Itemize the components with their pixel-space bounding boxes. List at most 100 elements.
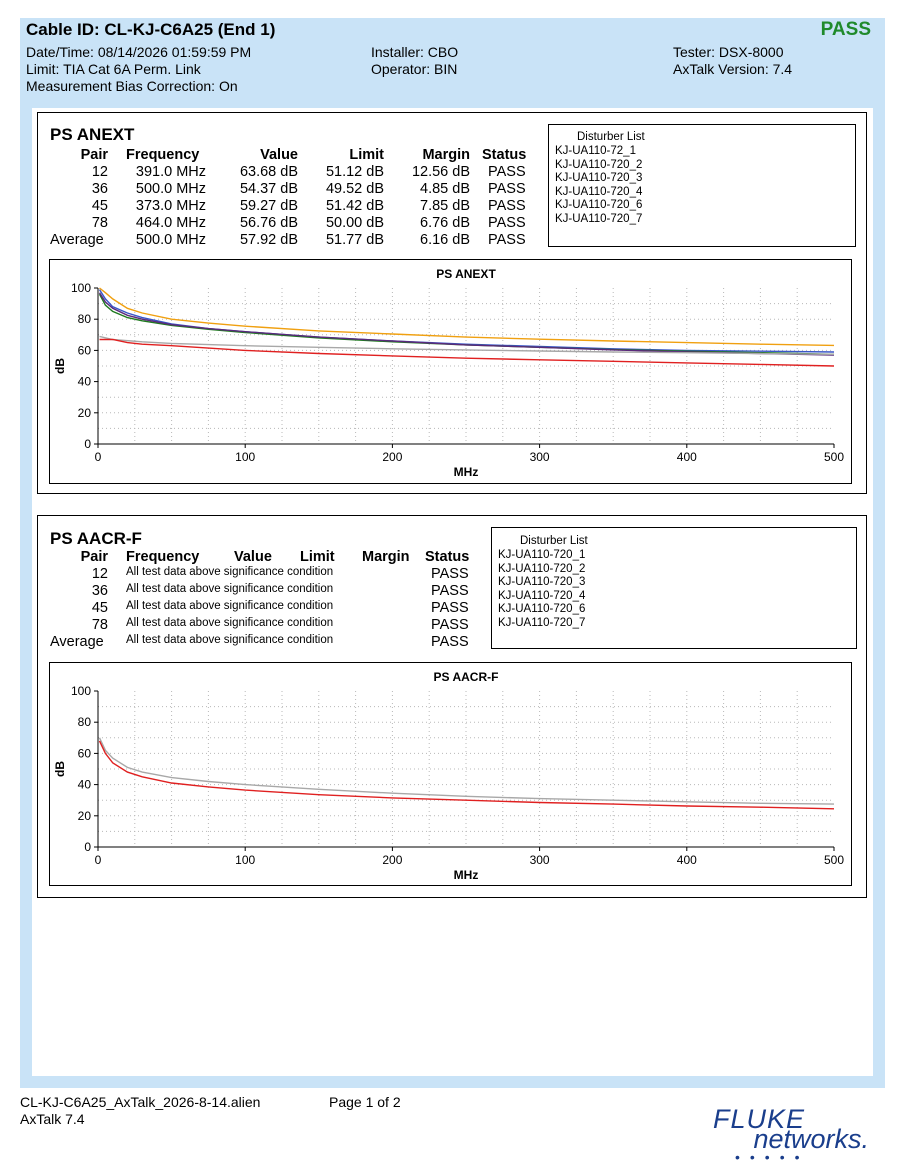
list-item: KJ-UA110-720_6	[555, 199, 643, 212]
list-item: KJ-UA110-72_1	[555, 145, 636, 157]
x-tick-label: 0	[95, 853, 102, 867]
status-cell: PASS	[431, 566, 469, 582]
limit-cell: 51.12 dB	[325, 164, 384, 180]
x-axis-label: MHz	[454, 868, 479, 882]
col-status: Status	[425, 549, 470, 565]
margin-cell: 4.85 dB	[420, 181, 470, 197]
footer-file-name: CL-KJ-C6A25_AxTalk_2026-8-14.alien	[20, 1094, 261, 1110]
value-cell: 57.92 dB	[239, 232, 298, 248]
overall-result-badge: PASS	[820, 19, 871, 40]
anext-title: PS ANEXT	[50, 125, 135, 144]
x-tick-label: 500	[824, 853, 844, 867]
logo-dots-icon: •••••	[735, 1149, 810, 1165]
limit-cell: 51.42 dB	[325, 198, 384, 214]
note-cell: All test data above significance conditi…	[126, 617, 334, 629]
status-cell: PASS	[488, 232, 526, 248]
pair-cell: 12	[91, 566, 108, 582]
disturber-list-title: Disturber List	[577, 131, 645, 143]
limit-cell: 50.00 dB	[325, 215, 384, 231]
status-cell: PASS	[488, 181, 526, 197]
x-tick-label: 0	[95, 450, 102, 464]
list-item: KJ-UA110-720_2	[555, 158, 643, 171]
pair-cell: 12	[91, 164, 108, 180]
y-tick-label: 20	[78, 809, 92, 823]
pair-cell: 45	[91, 198, 108, 214]
installer-text: Installer: CBO	[371, 44, 459, 60]
y-tick-label: 60	[78, 343, 92, 357]
col-limit: Limit	[300, 549, 335, 565]
margin-cell: 12.56 dB	[411, 164, 470, 180]
y-axis-label: dB	[53, 761, 67, 777]
col-frequency: Frequency	[126, 147, 200, 163]
value-cell: 59.27 dB	[239, 198, 298, 214]
anext-disturber-list: Disturber List KJ-UA110-72_1 KJ-UA110-72…	[548, 124, 856, 247]
pair-cell: 36	[91, 181, 108, 197]
x-tick-label: 400	[677, 853, 697, 867]
operator-text: Operator: BIN	[371, 61, 458, 77]
aacrf-title: PS AACR-F	[50, 529, 142, 548]
series-line	[98, 737, 835, 805]
list-item: KJ-UA110-720_1	[498, 549, 586, 561]
list-item: KJ-UA110-720_4	[555, 185, 643, 198]
col-value: Value	[260, 147, 298, 163]
y-tick-label: 20	[78, 406, 92, 420]
list-item: KJ-UA110-720_7	[498, 617, 586, 629]
fluke-networks-logo: FLUKE networks. •••••	[649, 1104, 869, 1165]
col-pair: Pair	[80, 549, 108, 565]
status-cell: PASS	[488, 215, 526, 231]
y-tick-label: 100	[71, 281, 91, 295]
chart-title: PS AACR-F	[434, 670, 499, 684]
aacrf-chart: PS AACR-F 0 20 40 60 80 100 0 100 200 300 400 500 MHz…	[49, 662, 852, 886]
value-cell: 54.37 dB	[239, 181, 298, 197]
aacrf-table: Pair Frequency Value Limit Margin Status…	[50, 549, 490, 654]
x-tick-label: 300	[530, 853, 550, 867]
y-tick-label: 80	[78, 312, 92, 326]
x-tick-label: 100	[235, 853, 255, 867]
col-pair: Pair	[80, 147, 108, 163]
status-cell: PASS	[431, 617, 469, 633]
x-tick-label: 100	[235, 450, 255, 464]
status-cell: PASS	[431, 600, 469, 616]
pair-cell: 78	[91, 617, 108, 633]
disturber-list-title: Disturber List	[520, 535, 588, 547]
series-line	[99, 335, 835, 355]
pair-cell: 36	[91, 583, 108, 599]
list-item: KJ-UA110-720_3	[555, 172, 643, 185]
frequency-cell: 500.0 MHz	[135, 232, 206, 248]
y-tick-label: 80	[78, 715, 92, 729]
chart-title: PS ANEXT	[436, 267, 496, 281]
list-item: KJ-UA110-720_2	[498, 562, 586, 575]
col-margin: Margin	[422, 147, 470, 163]
datetime-text: Date/Time: 08/14/2026 01:59:59 PM	[26, 44, 252, 60]
version-text: AxTalk Version: 7.4	[673, 61, 793, 77]
status-cell: PASS	[431, 634, 469, 650]
anext-table: Pair Frequency Value Limit Margin Status…	[50, 147, 540, 252]
status-cell: PASS	[488, 164, 526, 180]
frequency-cell: 391.0 MHz	[135, 164, 206, 180]
aacrf-disturber-list: Disturber List KJ-UA110-720_1 KJ-UA110-7…	[491, 527, 857, 649]
margin-cell: 7.85 dB	[420, 198, 470, 214]
frequency-cell: 500.0 MHz	[135, 181, 206, 197]
list-item: KJ-UA110-720_4	[498, 589, 586, 602]
anext-section: PS ANEXT Pair Frequency Value Limit Marg…	[37, 112, 867, 494]
value-cell: 63.68 dB	[239, 164, 298, 180]
limit-cell: 49.52 dB	[325, 181, 384, 197]
note-cell: All test data above significance conditi…	[126, 583, 334, 595]
y-tick-label: 40	[78, 778, 92, 792]
limit-cell: 51.77 dB	[325, 232, 384, 248]
frequency-cell: 464.0 MHz	[135, 215, 206, 231]
bias-text: Measurement Bias Correction: On	[26, 78, 238, 94]
y-tick-label: 0	[84, 840, 91, 854]
logo-networks-text: networks.	[753, 1124, 869, 1154]
x-tick-label: 500	[824, 450, 844, 464]
pair-cell: Average	[50, 232, 104, 248]
x-tick-label: 200	[382, 450, 402, 464]
margin-cell: 6.16 dB	[420, 232, 470, 248]
note-cell: All test data above significance conditi…	[126, 634, 334, 646]
y-tick-label: 40	[78, 375, 92, 389]
col-limit: Limit	[349, 147, 384, 163]
status-cell: PASS	[431, 583, 469, 599]
limit-text: Limit: TIA Cat 6A Perm. Link	[26, 61, 201, 77]
pair-cell: 45	[91, 600, 108, 616]
col-status: Status	[482, 147, 527, 163]
